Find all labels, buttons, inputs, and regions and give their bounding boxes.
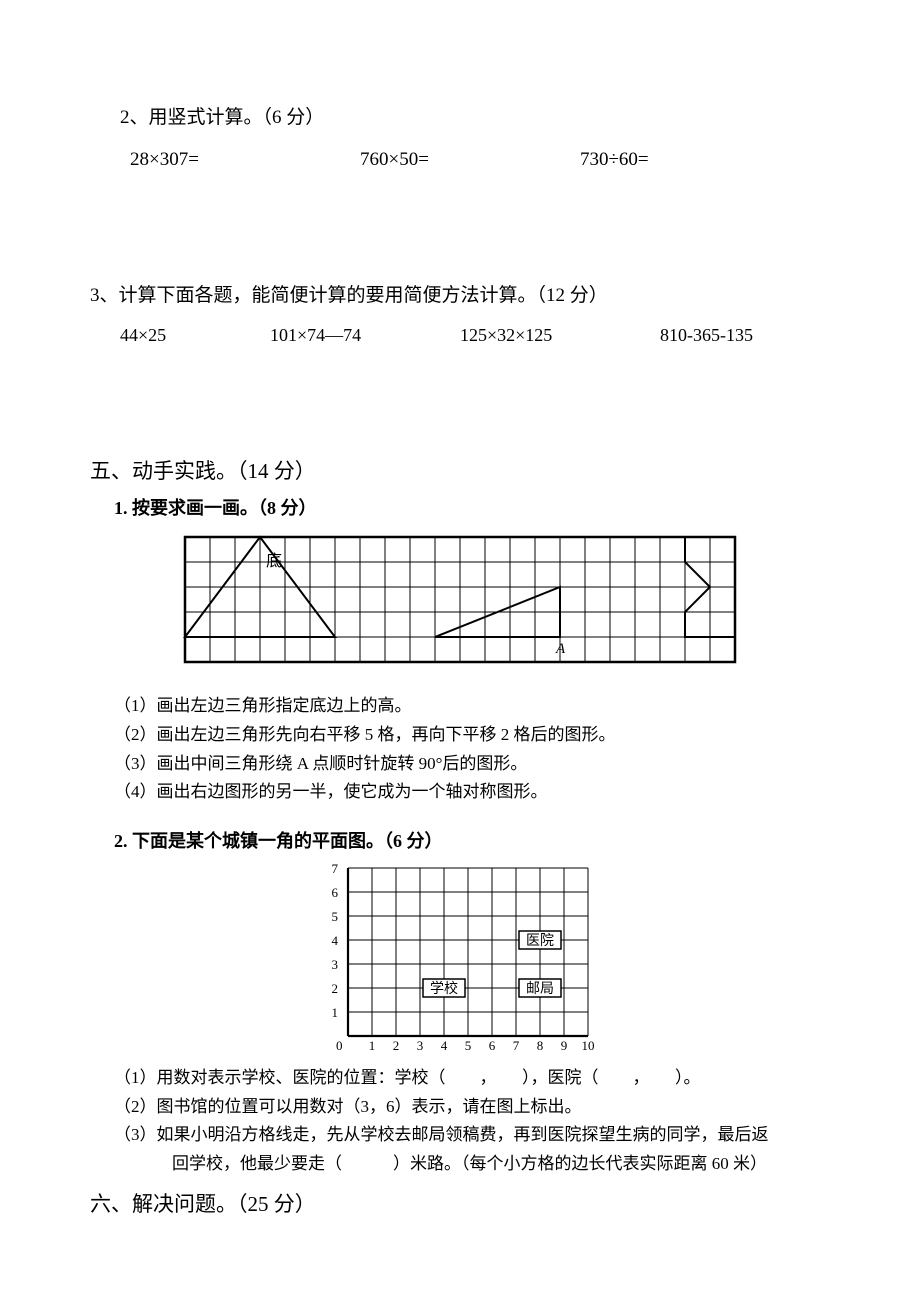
spacer bbox=[90, 178, 830, 278]
q3-title: 3、计算下面各题，能简便计算的要用简便方法计算。（12 分） bbox=[90, 278, 830, 314]
svg-text:A: A bbox=[555, 641, 566, 657]
svg-text:学校: 学校 bbox=[430, 980, 458, 997]
sec5-p2-sub3-cont: 回学校，他最少要走（ ）米路。（每个小方格的边长代表实际距离 60 米） bbox=[90, 1150, 830, 1179]
svg-text:7: 7 bbox=[513, 1038, 520, 1053]
sec5-title: 五、动手实践。（14 分） bbox=[90, 452, 830, 492]
sec5-p1-sub2: （2）画出左边三角形先向右平移 5 格，再向下平移 2 格后的图形。 bbox=[90, 721, 830, 750]
q2-item-2: 760×50= bbox=[360, 142, 580, 178]
svg-text:底: 底 bbox=[266, 552, 282, 570]
sec6-title: 六、解决问题。（25 分） bbox=[90, 1185, 830, 1225]
svg-text:6: 6 bbox=[489, 1038, 496, 1053]
svg-text:3: 3 bbox=[332, 957, 339, 972]
svg-text:3: 3 bbox=[417, 1038, 424, 1053]
svg-text:0: 0 bbox=[336, 1038, 343, 1053]
sec5-p2-sub3: （3）如果小明沿方格线走，先从学校去邮局领稿费，再到医院探望生病的同学，最后返 bbox=[90, 1121, 830, 1150]
svg-text:8: 8 bbox=[537, 1038, 544, 1053]
grid-2-wrap: 0 1 2 3 4 5 6 7 8 9 10 1 2 3 4 5 6 7 学校 医院邮局 bbox=[90, 862, 830, 1058]
sec5-p2-sub1: （1）用数对表示学校、医院的位置：学校（ ， ），医院（ ， ）。 bbox=[90, 1064, 830, 1093]
svg-text:2: 2 bbox=[332, 981, 339, 996]
svg-text:邮局: 邮局 bbox=[526, 981, 554, 997]
grid-1-wrap: 底A bbox=[90, 529, 830, 684]
q2-row: 28×307= 760×50= 730÷60= bbox=[90, 142, 830, 178]
q2-title: 2、用竖式计算。（6 分） bbox=[90, 100, 830, 136]
svg-text:7: 7 bbox=[332, 862, 339, 876]
svg-text:4: 4 bbox=[332, 933, 339, 948]
svg-text:2: 2 bbox=[393, 1038, 400, 1053]
sec5-p2-title: 2. 下面是某个城镇一角的平面图。（6 分） bbox=[90, 825, 830, 857]
svg-text:9: 9 bbox=[561, 1038, 568, 1053]
svg-text:医院: 医院 bbox=[526, 933, 554, 949]
grid-2-svg: 0 1 2 3 4 5 6 7 8 9 10 1 2 3 4 5 6 7 学校 医院邮局 bbox=[320, 862, 600, 1058]
spacer bbox=[90, 807, 830, 825]
q3-item-4: 810-365-135 bbox=[660, 318, 830, 352]
page: 2、用竖式计算。（6 分） 28×307= 760×50= 730÷60= 3、… bbox=[0, 0, 920, 1302]
q3-item-1: 44×25 bbox=[120, 318, 270, 352]
svg-text:5: 5 bbox=[332, 909, 339, 924]
sec5-p2-sub2: （2）图书馆的位置可以用数对（3，6）表示，请在图上标出。 bbox=[90, 1093, 830, 1122]
sec5-p1-sub1: （1）画出左边三角形指定底边上的高。 bbox=[90, 692, 830, 721]
svg-text:1: 1 bbox=[369, 1038, 376, 1053]
q3-item-3: 125×32×125 bbox=[460, 318, 660, 352]
svg-text:5: 5 bbox=[465, 1038, 472, 1053]
q2-item-3: 730÷60= bbox=[580, 142, 800, 178]
svg-text:4: 4 bbox=[441, 1038, 448, 1053]
sec5-p1-title: 1. 按要求画一画。（8 分） bbox=[90, 492, 830, 524]
sec5-p1-sub4: （4）画出右边图形的另一半，使它成为一个轴对称图形。 bbox=[90, 778, 830, 807]
q3-item-2: 101×74—74 bbox=[270, 318, 460, 352]
spacer bbox=[90, 352, 830, 442]
svg-text:1: 1 bbox=[332, 1005, 339, 1020]
svg-text:6: 6 bbox=[332, 885, 339, 900]
sec5-p1-sub3: （3）画出中间三角形绕 A 点顺时针旋转 90°后的图形。 bbox=[90, 750, 830, 779]
svg-text:10: 10 bbox=[582, 1038, 595, 1053]
q2-item-1: 28×307= bbox=[130, 142, 360, 178]
grid-1-svg: 底A bbox=[177, 529, 743, 684]
q3-row: 44×25 101×74—74 125×32×125 810-365-135 bbox=[90, 318, 830, 352]
